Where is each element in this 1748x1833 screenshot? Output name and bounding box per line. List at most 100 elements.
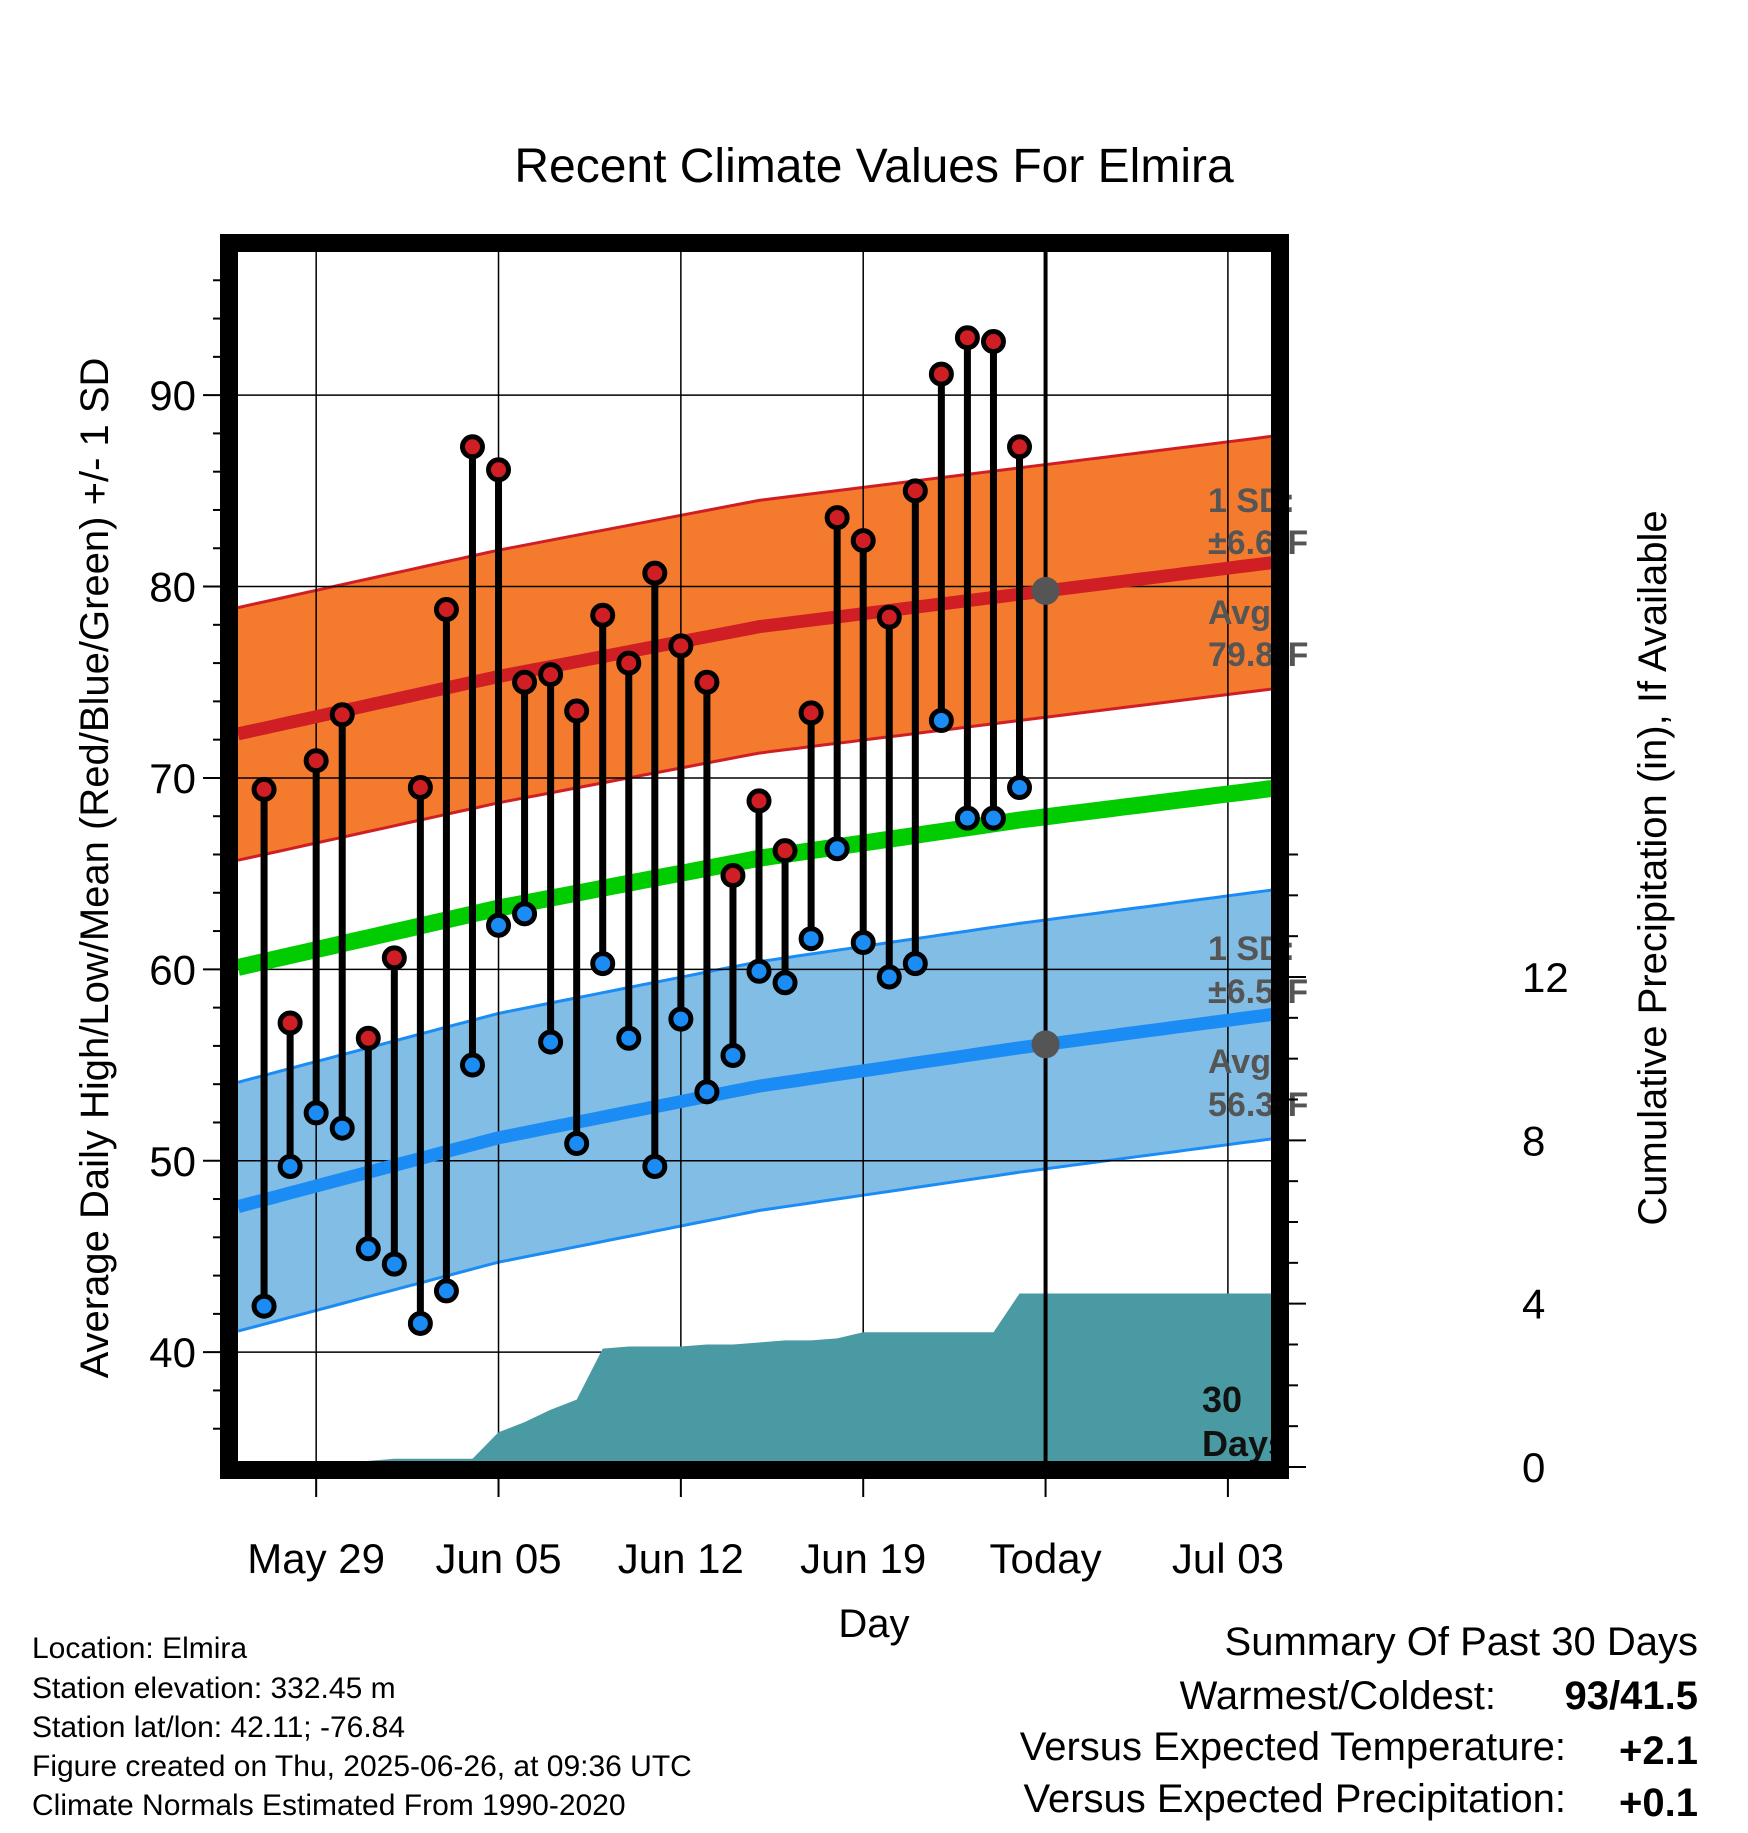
summary-temp-label: Versus Expected Temperature: [1020,1725,1566,1769]
daily-high-point [459,434,485,460]
daily-high-point [772,838,798,864]
daily-low-point [512,901,538,927]
daily-high-point [954,325,980,351]
daily-high-point [850,528,876,554]
daily-low-point [381,1251,407,1277]
summary-warm-cold-label: Warmest/Coldest: [1180,1674,1496,1718]
x-tick-label: Today [990,1535,1102,1582]
x-tick-label: Jun 12 [618,1535,744,1582]
daily-high-point [746,788,772,814]
daily-low-point [954,805,980,831]
summary-warm-cold-value: 93/41.5 [1565,1674,1698,1718]
x-tick-label: Jun 05 [435,1535,561,1582]
daily-high-point [928,361,954,387]
daily-low-point [277,1153,303,1179]
daily-low-point [590,951,616,977]
info-latlon: Station lat/lon: 42.11; -76.84 [32,1711,405,1744]
daily-high-point [798,700,824,726]
daily-low-point [407,1310,433,1336]
daily-low-point [355,1236,381,1262]
daily-low-point [642,1153,668,1179]
daily-high-point [329,702,355,728]
period-days-number: 30 [1202,1379,1242,1420]
daily-high-point [433,597,459,622]
daily-low-point [824,836,850,862]
daily-high-point [512,669,538,695]
daily-high-point [355,1025,381,1051]
normal-high-line [236,555,1281,741]
daily-low-point [720,1042,746,1068]
daily-low-point [616,1025,642,1051]
y2-tick-label: 8 [1522,1117,1545,1164]
daily-low-point [876,964,902,990]
daily-low-point [329,1115,355,1141]
x-tick-label: May 29 [247,1535,385,1582]
daily-low-point [850,930,876,956]
high-sd-upper-edge [237,433,1281,610]
plot-frame [220,234,1289,1479]
y-tick-label: 50 [149,1138,196,1185]
daily-low-point [694,1079,720,1105]
y2-axis-label: Cumulative Precipitation (in), If Availa… [1631,510,1675,1225]
summary-precip-value: +0.1 [1619,1781,1698,1825]
daily-high-point [876,604,902,630]
x-tick-label: Jul 03 [1172,1535,1284,1582]
daily-low-point [486,912,512,938]
daily-high-point [590,602,616,628]
x-axis-label: Day [838,1602,909,1646]
daily-high-point [1007,434,1033,460]
station-info: Location: Elmira Station elevation: 332.… [32,1632,692,1822]
daily-low-point [980,805,1006,831]
high-sd-lower-edge [237,686,1281,862]
daily-low-point [251,1293,277,1319]
summary-temp-value: +2.1 [1619,1729,1698,1773]
daily-high-point [564,698,590,724]
daily-low-point [459,1052,485,1078]
daily-high-point [616,650,642,676]
daily-high-point [381,945,407,971]
daily-high-point [277,1010,303,1036]
daily-low-point [1007,775,1033,801]
daily-high-point [303,748,329,774]
daily-high-point [668,633,694,659]
normal-low-line [236,1006,1281,1213]
daily-low-point [772,970,798,996]
summary-panel: Summary Of Past 30 Days Warmest/Coldest:… [1020,1620,1698,1825]
daily-low-point [538,1029,564,1055]
y2-tick-label: 4 [1522,1281,1545,1328]
daily-low-point [433,1278,459,1304]
today-high-avg-marker [1031,576,1060,605]
daily-high-point [824,505,850,531]
daily-high-point [538,662,564,688]
summary-heading: Summary Of Past 30 Days [1225,1620,1698,1664]
low-avg-value: 56.3oF [1208,1082,1308,1124]
today-low-avg-marker [1031,1030,1060,1059]
info-created: Figure created on Thu, 2025-06-26, at 09… [32,1750,692,1783]
info-location: Location: Elmira [32,1632,247,1665]
low-avg-label: Avg: [1208,1043,1282,1081]
daily-high-point [642,560,668,586]
daily-low-point [928,708,954,734]
daily-high-point [694,669,720,695]
precip-area [238,1293,1280,1467]
y-tick-label: 70 [149,755,196,802]
x-tick-label: Jun 19 [800,1535,926,1582]
daily-high-point [407,775,433,801]
y2-tick-label: 12 [1522,954,1569,1001]
info-elevation: Station elevation: 332.45 m [32,1672,396,1705]
daily-low-point [303,1100,329,1126]
daily-low-point [564,1131,590,1157]
y2-tick-label: 0 [1522,1444,1545,1491]
y-tick-label: 60 [149,946,196,993]
y-axis-label: Average Daily High/Low/Mean (Red/Blue/Gr… [73,358,117,1379]
high-avg-label: Avg: [1208,594,1282,632]
low-sd-value: ±6.5oF [1208,969,1308,1011]
chart-title: Recent Climate Values For Elmira [514,140,1234,193]
info-normals: Climate Normals Estimated From 1990-2020 [32,1789,626,1822]
daily-low-point [798,926,824,952]
y-tick-label: 80 [149,564,196,611]
daily-high-point [980,329,1006,355]
high-sd-value: ±6.6oF [1208,520,1308,562]
